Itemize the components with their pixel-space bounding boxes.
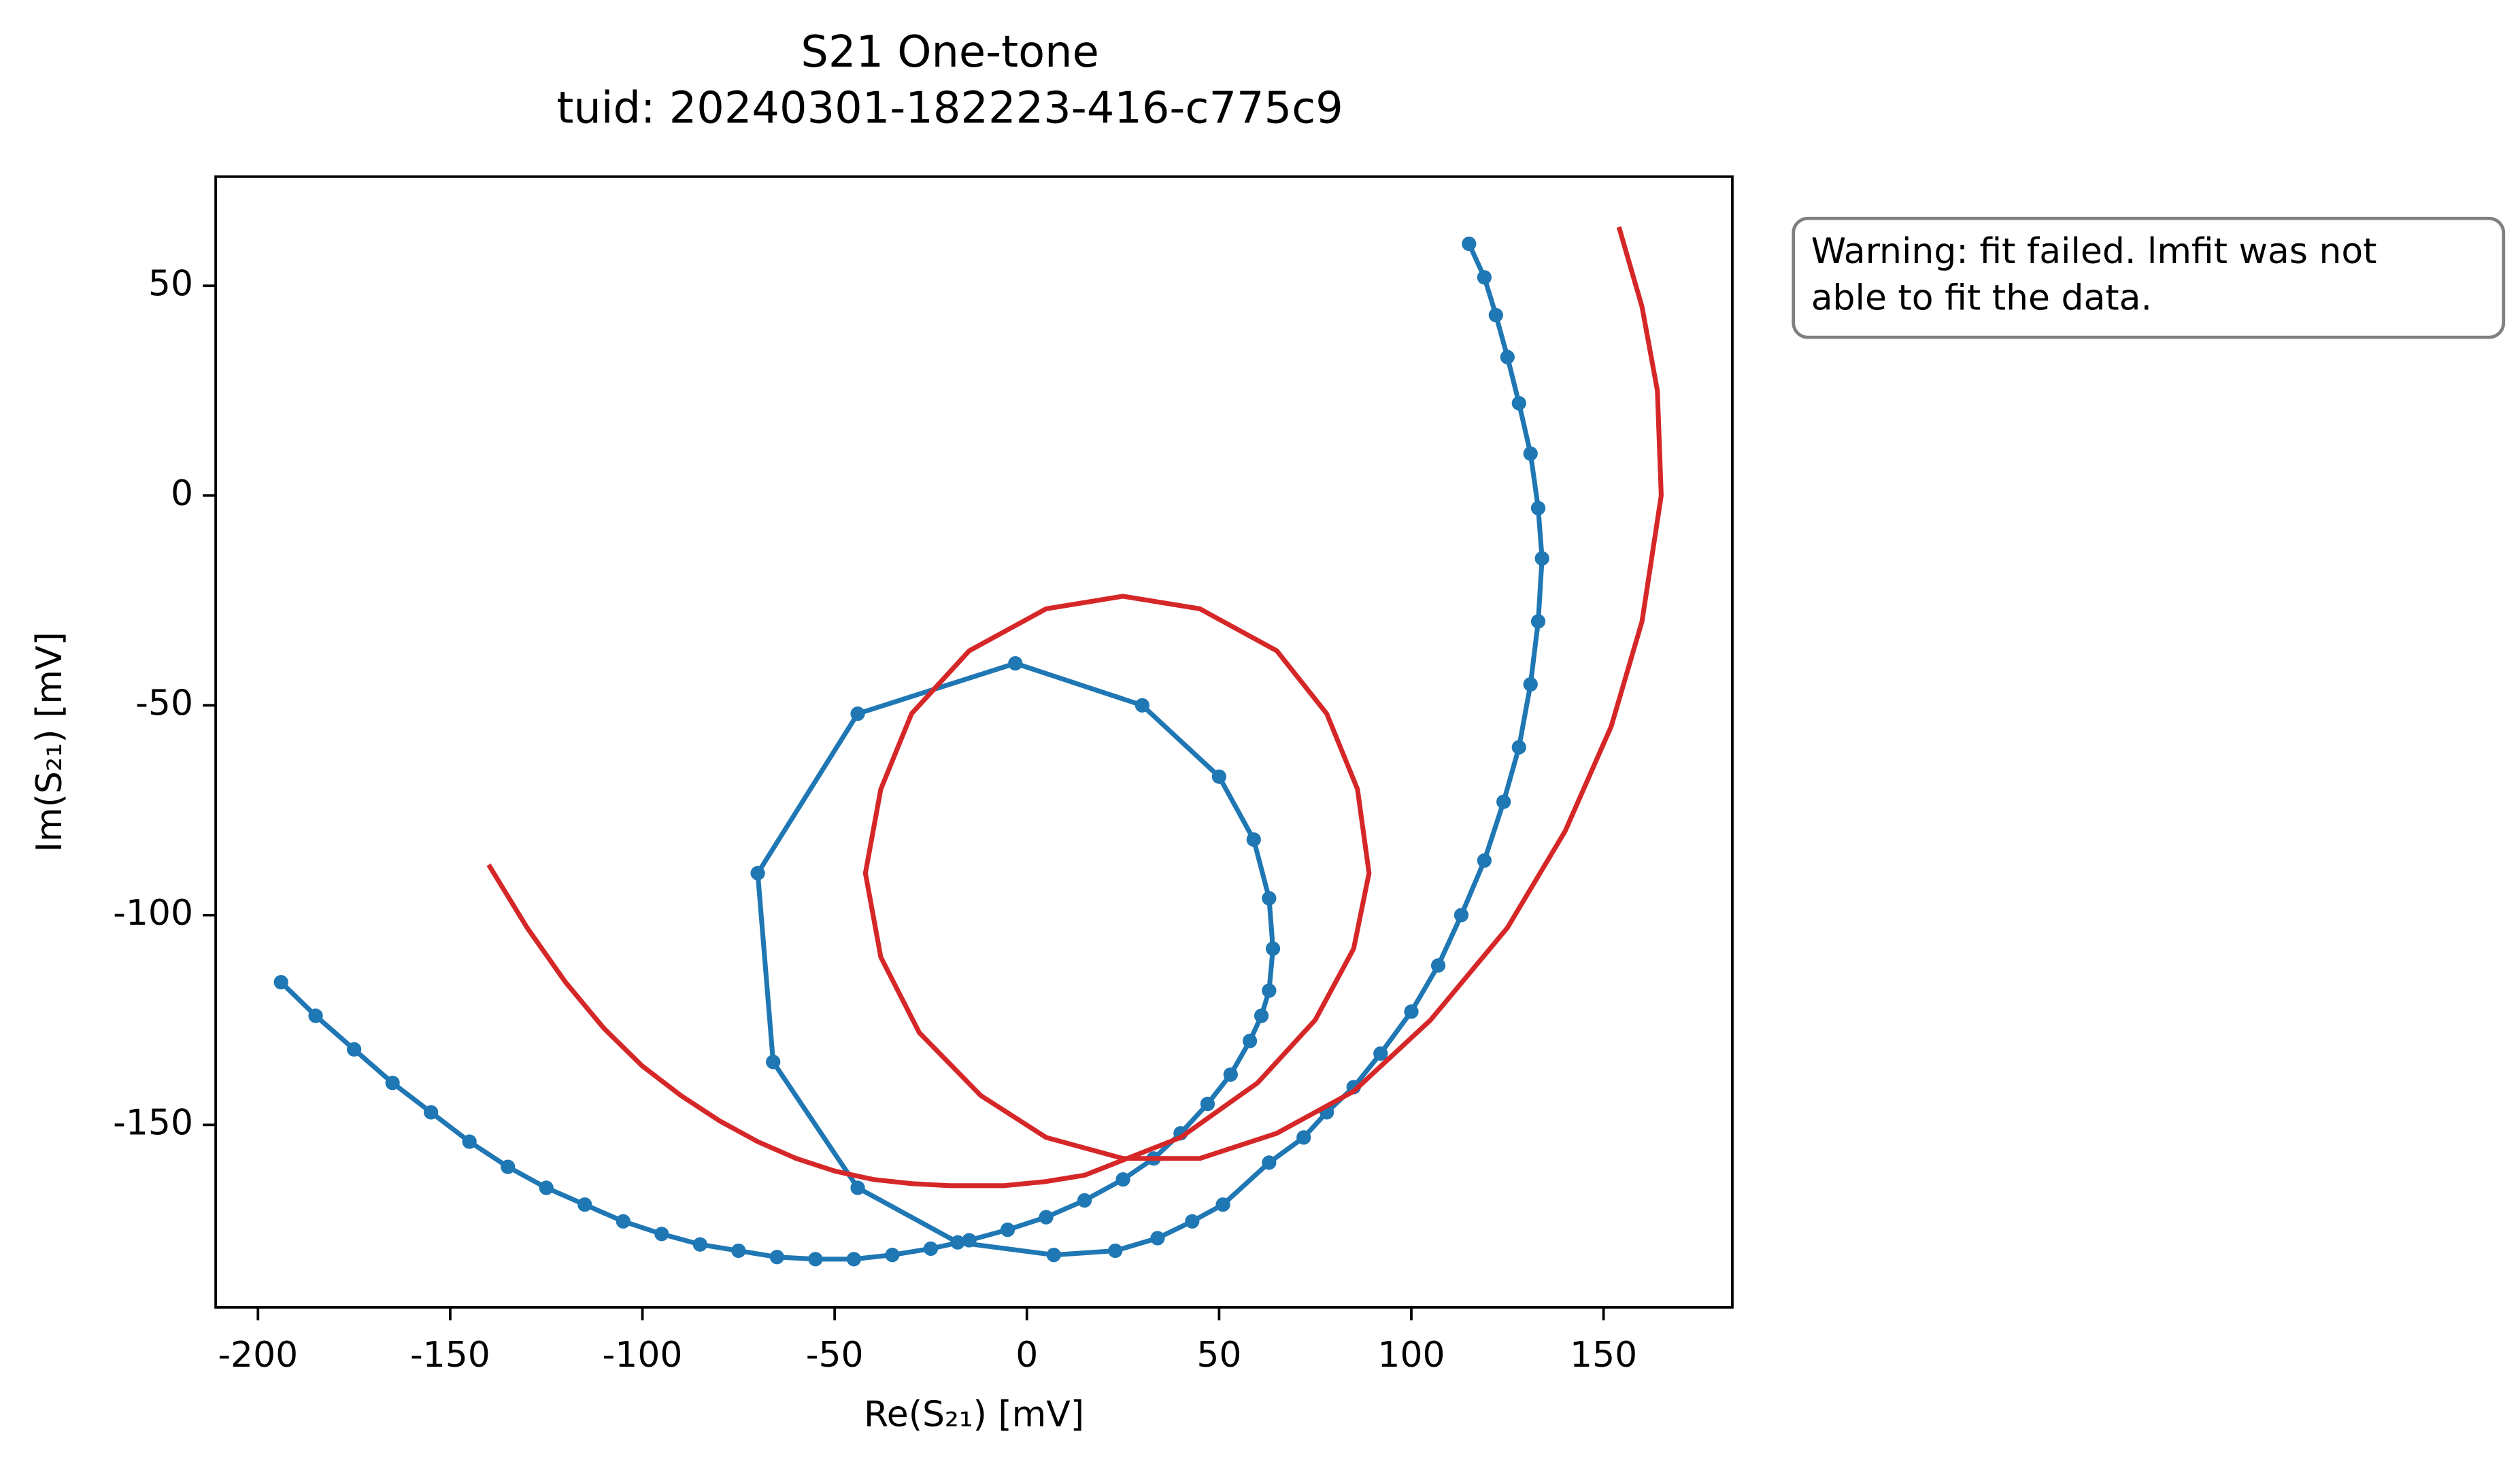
- x-tick-label: -50: [806, 1335, 864, 1376]
- x-tick-label: 0: [1015, 1335, 1038, 1376]
- data-point: [1262, 891, 1277, 906]
- data-point: [1254, 1008, 1269, 1023]
- x-tick-label: 150: [1570, 1335, 1637, 1376]
- data-point: [1523, 446, 1538, 461]
- data-point: [1223, 1067, 1238, 1082]
- data-point: [1534, 551, 1549, 566]
- data-line: [486, 226, 1664, 1189]
- data-point: [1246, 832, 1261, 847]
- data-point: [1477, 853, 1492, 868]
- data-point: [1496, 794, 1511, 809]
- plot-frame: [214, 175, 1734, 1309]
- data-point: [1000, 1223, 1015, 1237]
- y-tick-label: -100: [113, 893, 193, 934]
- data-point: [1430, 958, 1446, 973]
- data-point: [654, 1227, 669, 1242]
- data-point: [766, 1055, 781, 1070]
- data-point: [1215, 1197, 1230, 1212]
- data-point: [1404, 1004, 1419, 1019]
- annotation-box: [1792, 216, 2506, 339]
- data-point: [1511, 396, 1526, 411]
- y-tick-label: -50: [135, 683, 193, 723]
- y-tick-label: 50: [148, 263, 193, 304]
- data-point: [769, 1250, 784, 1265]
- data-point: [1046, 1248, 1061, 1263]
- data-point: [1477, 270, 1492, 285]
- data-point: [962, 1233, 977, 1248]
- data-point: [1530, 614, 1546, 629]
- annotation-line: Warning: fit failed. lmfit was not: [1811, 231, 2377, 272]
- data-point: [1077, 1193, 1092, 1208]
- data-point: [1523, 677, 1538, 692]
- data-point: [731, 1243, 746, 1259]
- data-point: [692, 1237, 707, 1252]
- annotation-line: able to fit the data.: [1811, 278, 2152, 319]
- data-point: [1373, 1046, 1388, 1061]
- data-point: [1108, 1243, 1123, 1259]
- data-point: [385, 1076, 400, 1091]
- data-point: [850, 1180, 865, 1195]
- data-point: [750, 866, 765, 881]
- data-point: [1039, 1210, 1054, 1225]
- data-point: [1150, 1231, 1165, 1246]
- data-point: [1008, 655, 1023, 671]
- data-point: [885, 1248, 900, 1263]
- x-tick-label: 50: [1196, 1335, 1241, 1376]
- data-point: [1200, 1096, 1215, 1112]
- data-point: [1115, 1172, 1130, 1187]
- data-point: [1500, 349, 1515, 364]
- data-point: [1296, 1130, 1311, 1145]
- data-point: [346, 1042, 362, 1057]
- chart-title: S21 One-tone: [801, 27, 1098, 78]
- x-tick-label: 100: [1377, 1335, 1445, 1376]
- x-tick-label: -150: [410, 1335, 490, 1376]
- data-point: [1462, 236, 1477, 252]
- data-point: [462, 1134, 477, 1149]
- data-point: [424, 1105, 439, 1120]
- data-point: [1135, 698, 1149, 713]
- data-point: [1242, 1034, 1258, 1048]
- data-point: [501, 1159, 516, 1174]
- y-axis-label: Im(S₂₁) [mV]: [29, 632, 70, 852]
- y-tick-label: 0: [171, 473, 193, 514]
- data-point: [850, 706, 865, 721]
- data-point: [1211, 769, 1227, 784]
- data-point: [539, 1180, 554, 1195]
- data-point: [1454, 908, 1469, 923]
- data-point: [308, 1008, 323, 1023]
- data-point: [808, 1252, 823, 1267]
- data-point: [273, 974, 288, 990]
- y-tick-label: -150: [113, 1102, 193, 1143]
- data-point: [1262, 983, 1277, 998]
- x-tick-label: -100: [603, 1335, 683, 1376]
- data-point: [1511, 740, 1526, 755]
- x-tick-label: -200: [218, 1335, 298, 1376]
- data-point: [1265, 941, 1281, 956]
- data-point: [846, 1252, 862, 1267]
- data-point: [616, 1214, 631, 1229]
- data-point: [950, 1235, 965, 1250]
- data-point: [923, 1241, 939, 1257]
- chart-subtitle: tuid: 20240301-182223-416-c775c9: [556, 84, 1343, 134]
- data-point: [1262, 1155, 1277, 1170]
- data-point: [1185, 1214, 1200, 1229]
- x-axis-label: Re(S₂₁) [mV]: [864, 1394, 1084, 1435]
- data-point: [1488, 307, 1503, 323]
- data-point: [577, 1197, 592, 1212]
- data-point: [1530, 500, 1546, 515]
